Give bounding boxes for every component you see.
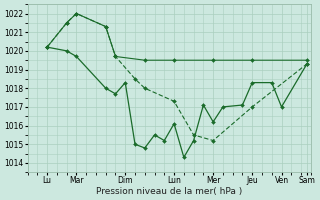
X-axis label: Pression niveau de la mer( hPa ): Pression niveau de la mer( hPa ) (96, 187, 242, 196)
